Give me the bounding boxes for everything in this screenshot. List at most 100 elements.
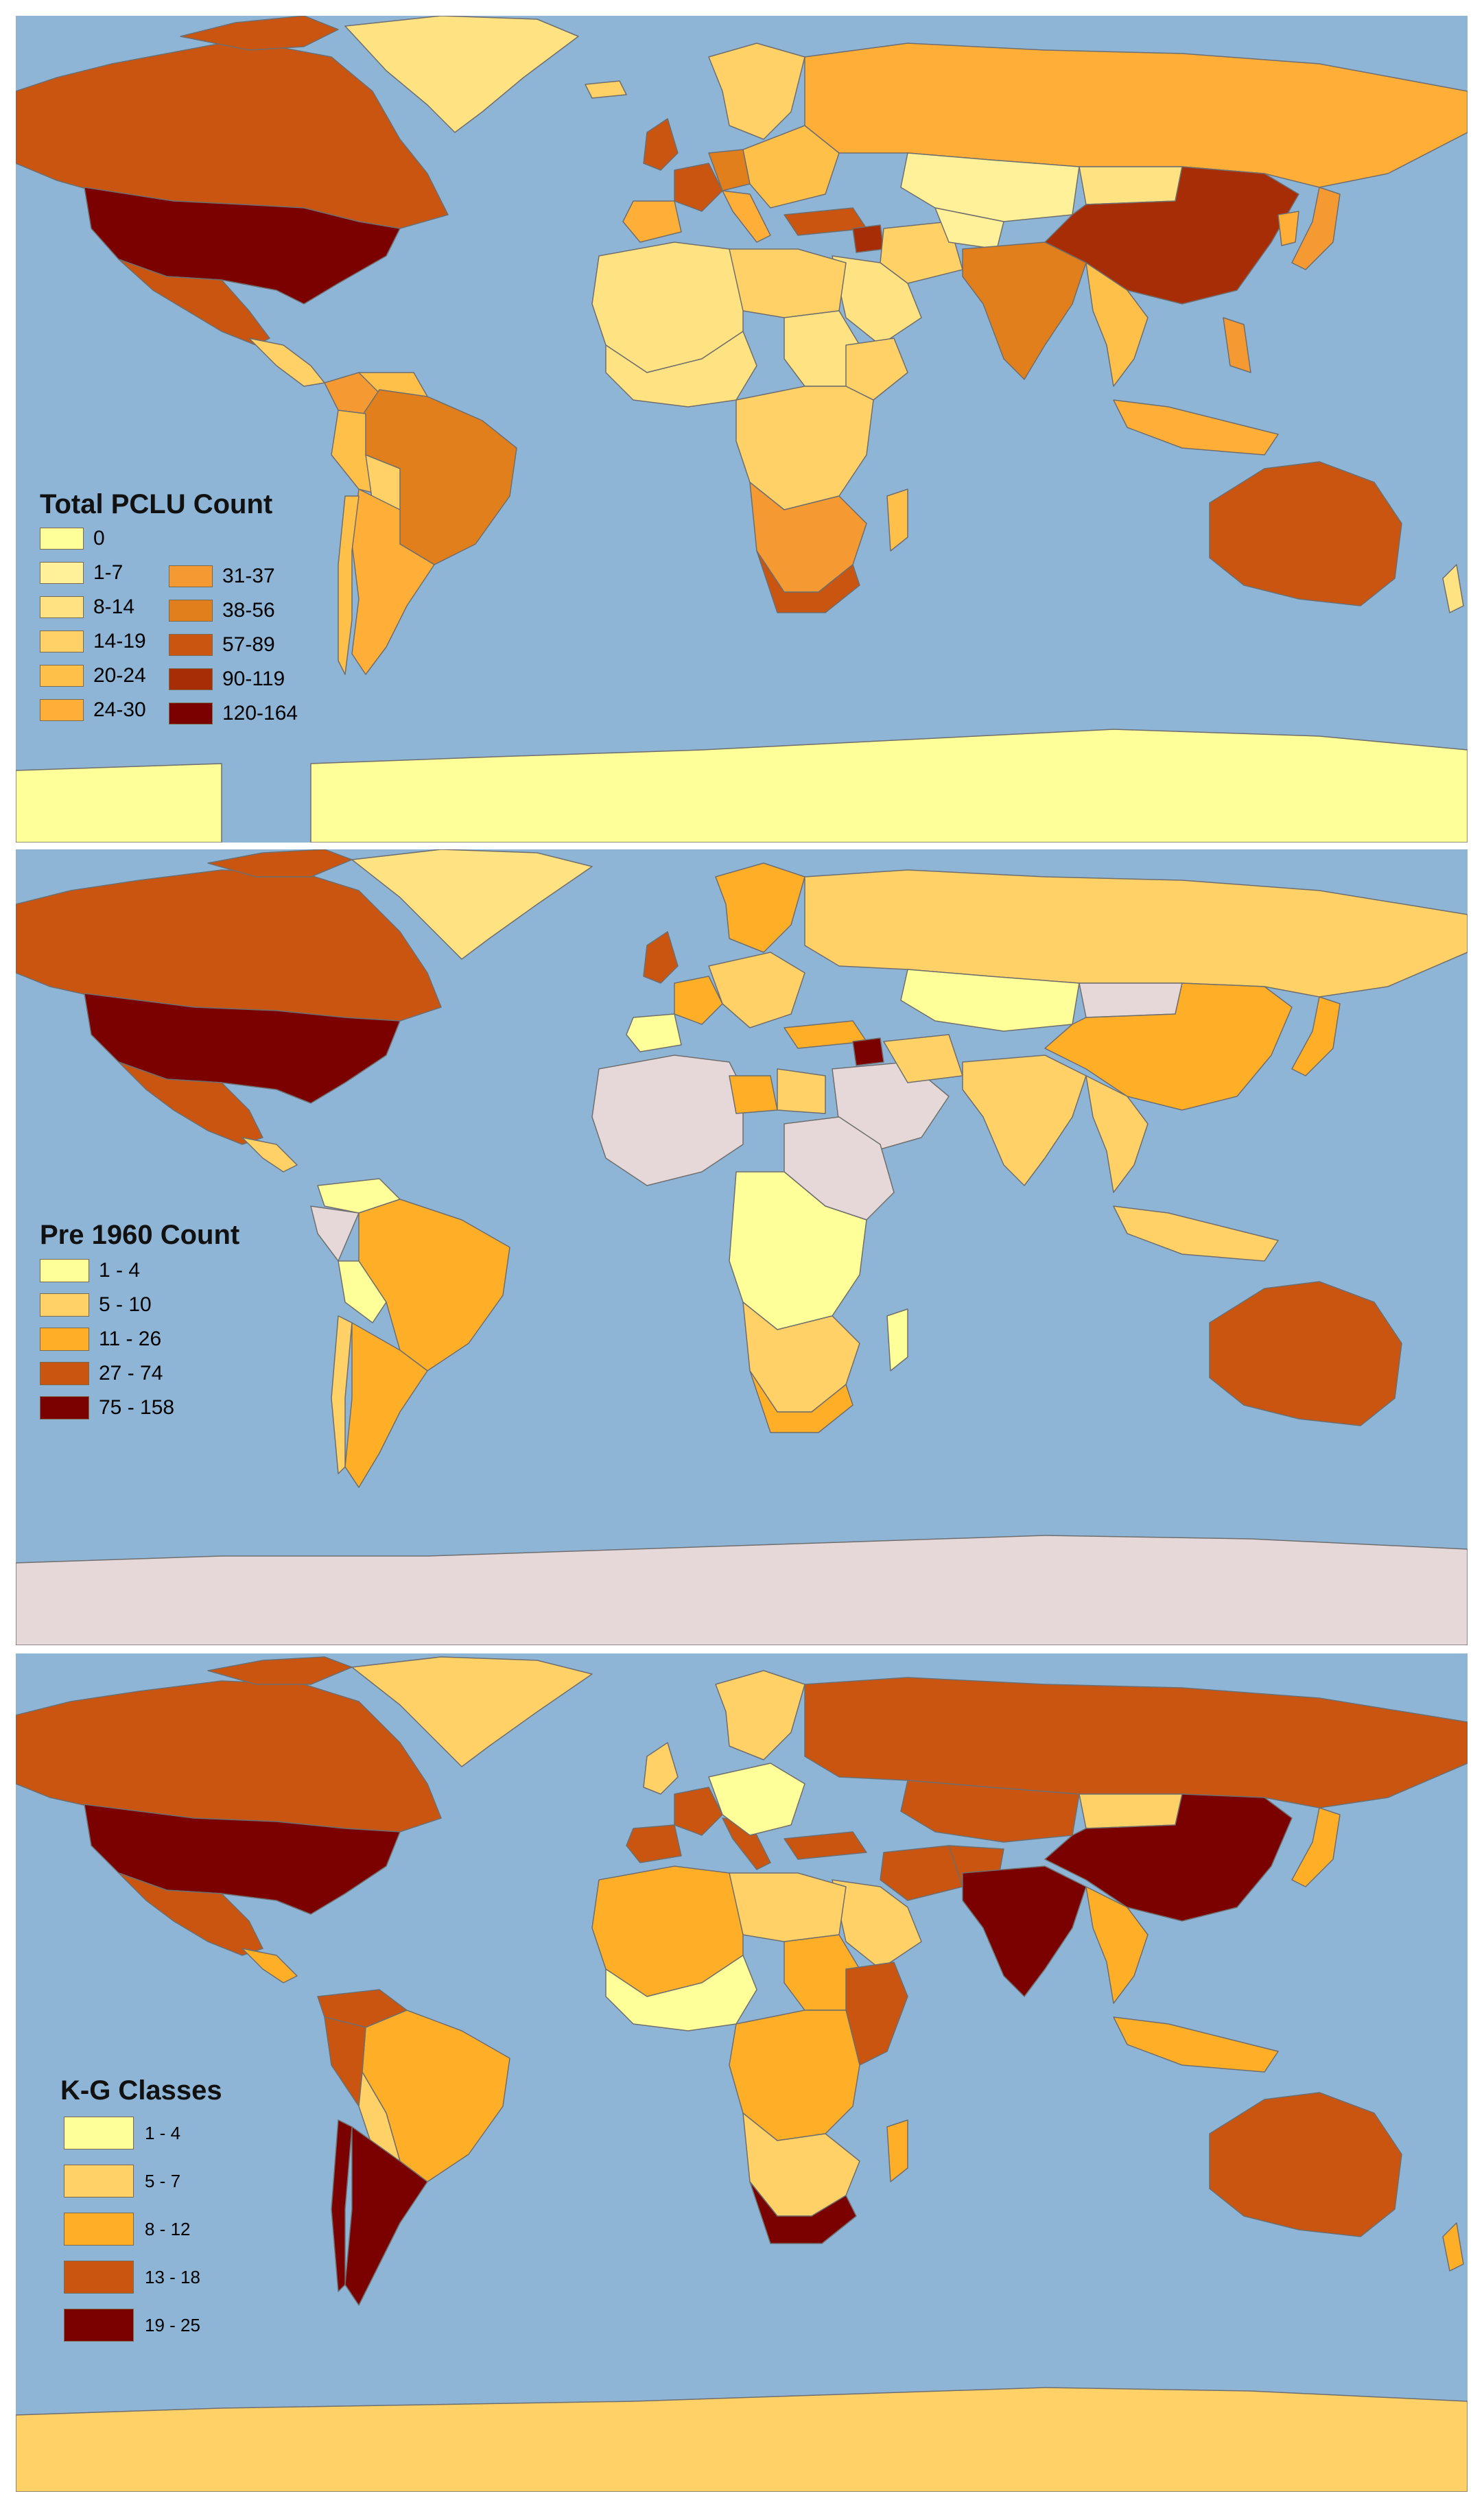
legend-label: 31-37	[222, 565, 275, 587]
country-argentina	[351, 488, 435, 675]
indonesia	[1113, 1205, 1279, 1262]
country-russia	[804, 43, 1468, 188]
legend-swatch	[40, 1259, 89, 1282]
legend-item-3: 14-19	[40, 630, 146, 653]
country-new-zealand	[1442, 2222, 1464, 2272]
country-syria	[852, 1037, 884, 1066]
legend-swatch	[64, 2309, 134, 2342]
sa-no-data	[310, 1205, 360, 1262]
central-europe	[708, 1763, 805, 1836]
country-korea	[1277, 211, 1299, 246]
legend-kg-classes: K-G Classes	[60, 2075, 222, 2106]
legend-swatch	[64, 2165, 134, 2198]
legend-label: 19 - 25	[145, 2314, 200, 2335]
country-france	[674, 976, 723, 1025]
country-iberia	[622, 200, 682, 243]
country-kazakhstan	[900, 1780, 1080, 1843]
country-iran	[880, 1845, 963, 1901]
antarctica	[16, 1535, 1468, 1645]
country-uk	[643, 1742, 679, 1795]
country-china	[1044, 1793, 1293, 1922]
legend-item-1: 5 - 10	[40, 1293, 152, 1317]
legend-item-4: 19 - 25	[64, 2309, 200, 2342]
legend-label: 0	[93, 527, 105, 550]
country-india	[962, 242, 1087, 380]
country-south-africa	[756, 550, 860, 613]
legend-swatch	[64, 2117, 134, 2149]
central-america	[242, 1137, 298, 1173]
antarctica-main	[310, 729, 1468, 843]
legend-pre-1960: Pre 1960 Count	[40, 1220, 239, 1251]
west-africa	[605, 1955, 757, 2031]
legend-title: Total PCLU Count	[40, 489, 273, 519]
world-map-pre-1960	[16, 849, 1468, 1645]
country-uk	[643, 931, 679, 984]
legend-swatch	[169, 703, 213, 725]
country-saudi-arabia	[832, 255, 922, 346]
antarctica	[16, 2387, 1468, 2492]
legend-swatch	[40, 596, 84, 618]
country-greenland	[351, 1656, 593, 1767]
scandinavia	[708, 43, 805, 140]
country-canada	[16, 869, 442, 1022]
legend-label: 1 - 4	[99, 1259, 141, 1282]
country-russia	[804, 869, 1468, 998]
legend-total-pclu: Total PCLU Count	[40, 489, 272, 520]
country-india	[962, 1865, 1087, 1997]
country-chile	[331, 2119, 353, 2292]
legend-label: 8-14	[93, 596, 135, 618]
country-iberia	[626, 1013, 682, 1052]
canadian-arctic-islands	[180, 16, 339, 51]
country-libya-egypt	[729, 1872, 847, 1942]
legend-swatch	[169, 565, 213, 587]
west-africa	[605, 331, 757, 408]
central-africa	[729, 2010, 860, 2141]
country-mongolia	[1079, 166, 1183, 205]
central-america	[248, 338, 325, 387]
country-japan	[1291, 996, 1341, 1076]
legend-label: 11 - 26	[99, 1328, 162, 1350]
country-egypt	[777, 1068, 826, 1114]
country-kazakhstan	[900, 969, 1080, 1032]
country-iceland	[585, 80, 627, 99]
legend-title: Pre 1960 Count	[40, 1220, 240, 1250]
country-china	[1044, 982, 1293, 1111]
pre-1960-count-map: Pre 1960 Count 1 - 4 5 - 10 11 - 26 27 -…	[16, 849, 1468, 1645]
legend-item-8: 57-89	[169, 633, 275, 657]
antarctica	[16, 763, 222, 843]
legend-label: 5 - 7	[145, 2170, 181, 2191]
legend-item-4: 20-24	[40, 664, 146, 687]
country-syria	[852, 224, 884, 253]
legend-swatch	[40, 562, 84, 584]
legend-swatch	[40, 1328, 89, 1351]
country-italy	[722, 190, 771, 243]
legend-label: 57-89	[222, 633, 275, 656]
legend-swatch	[40, 631, 84, 652]
legend-item-7: 38-56	[169, 599, 275, 622]
legend-item-1: 5 - 7	[64, 2165, 180, 2198]
legend-swatch	[40, 1293, 89, 1317]
country-iberia	[626, 1824, 682, 1863]
country-kazakhstan	[900, 152, 1080, 222]
country-canada	[16, 43, 449, 229]
southeast-asia	[1085, 1075, 1149, 1193]
legend-label: 5 - 10	[99, 1293, 152, 1316]
country-uk	[643, 118, 679, 171]
country-madagascar	[886, 1308, 908, 1371]
legend-item-0: 0	[40, 527, 105, 550]
central-africa	[729, 1171, 867, 1330]
legend-label: 38-56	[222, 599, 275, 622]
country-canada	[16, 1680, 442, 1833]
legend-swatch	[40, 1396, 89, 1420]
north-africa-no-data	[591, 1055, 744, 1186]
legend-item-1: 1-7	[40, 561, 123, 585]
country-south-africa	[749, 2181, 857, 2244]
legend-label: 1 - 4	[145, 2122, 181, 2143]
country-madagascar	[886, 488, 908, 552]
country-japan	[1291, 1807, 1341, 1887]
legend-item-3: 13 - 18	[64, 2261, 200, 2294]
country-chile	[331, 1315, 353, 1474]
legend-label: 90-119	[222, 668, 285, 690]
country-mongolia	[1079, 1793, 1183, 1829]
world-map-kg-classes	[16, 1656, 1468, 2492]
